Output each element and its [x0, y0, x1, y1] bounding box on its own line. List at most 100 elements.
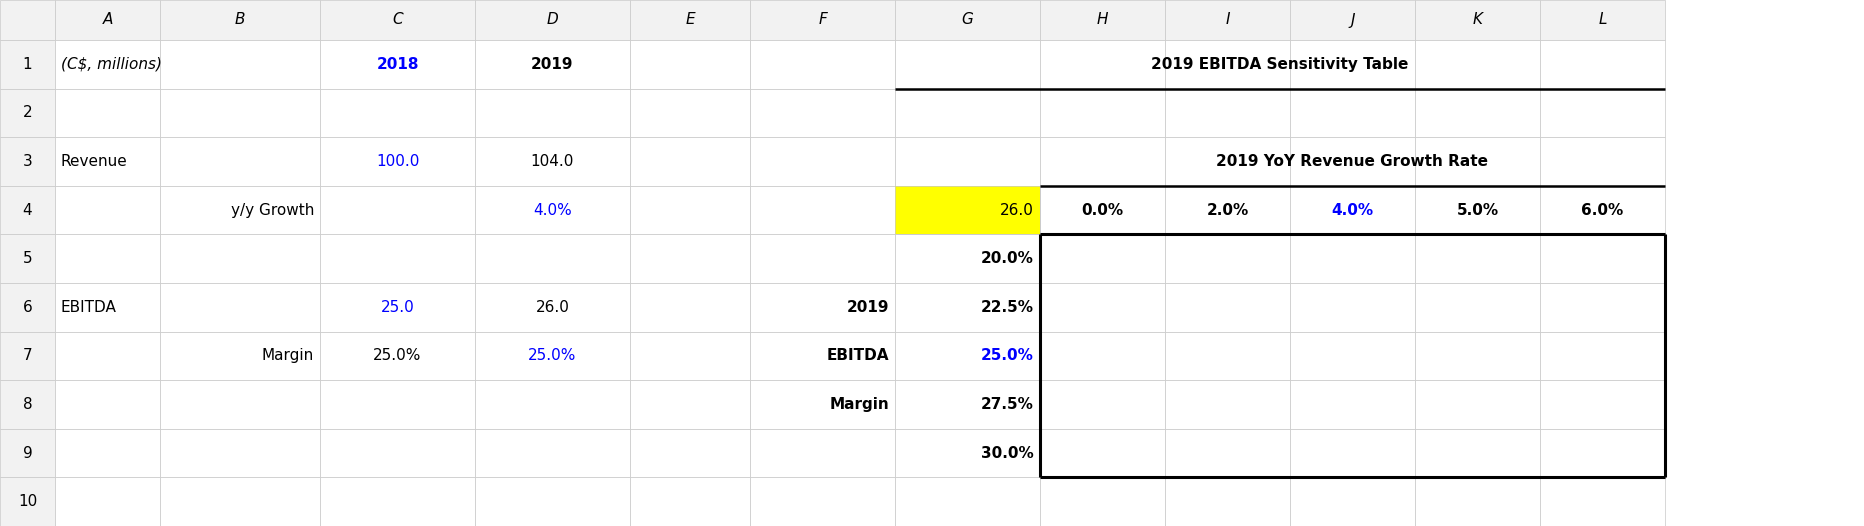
- Text: (C$, millions): (C$, millions): [62, 57, 162, 72]
- Bar: [1290, 380, 1415, 429]
- Bar: [1415, 137, 1540, 186]
- Bar: [54, 0, 160, 40]
- Bar: [54, 429, 160, 478]
- Bar: [895, 478, 1040, 526]
- Bar: [895, 283, 1040, 331]
- Bar: [1415, 429, 1540, 478]
- Text: 100.0: 100.0: [377, 154, 419, 169]
- Bar: [1290, 40, 1415, 88]
- Bar: [1165, 429, 1290, 478]
- Bar: [630, 331, 749, 380]
- Bar: [321, 0, 475, 40]
- Bar: [321, 40, 475, 88]
- Bar: [630, 283, 749, 331]
- Bar: [54, 88, 160, 137]
- Bar: [895, 88, 1040, 137]
- Bar: [54, 235, 160, 283]
- Bar: [1040, 429, 1165, 478]
- Text: 0.0%: 0.0%: [1081, 203, 1122, 218]
- Bar: [1040, 40, 1165, 88]
- Bar: [1540, 88, 1665, 137]
- Text: 2018: 2018: [377, 57, 419, 72]
- Bar: [1415, 331, 1540, 380]
- Bar: [630, 235, 749, 283]
- Bar: [895, 429, 1040, 478]
- Text: 30.0%: 30.0%: [980, 446, 1033, 461]
- Text: 25.0%: 25.0%: [528, 348, 576, 363]
- Bar: [321, 88, 475, 137]
- Bar: [1165, 283, 1290, 331]
- Bar: [160, 40, 321, 88]
- Text: 26.0: 26.0: [535, 300, 569, 315]
- Bar: [1165, 380, 1290, 429]
- Bar: [0, 380, 54, 429]
- Bar: [54, 283, 160, 331]
- Bar: [475, 380, 630, 429]
- Text: y/y Growth: y/y Growth: [231, 203, 313, 218]
- Text: 22.5%: 22.5%: [980, 300, 1033, 315]
- Bar: [1415, 88, 1540, 137]
- Text: 2019 EBITDA Sensitivity Table: 2019 EBITDA Sensitivity Table: [1150, 57, 1407, 72]
- Text: 27.5%: 27.5%: [980, 397, 1033, 412]
- Bar: [1540, 429, 1665, 478]
- Bar: [54, 137, 160, 186]
- Bar: [160, 478, 321, 526]
- Bar: [1040, 88, 1165, 137]
- Text: K: K: [1473, 13, 1482, 27]
- Text: H: H: [1096, 13, 1107, 27]
- Text: 7: 7: [22, 348, 32, 363]
- Bar: [321, 380, 475, 429]
- Bar: [321, 429, 475, 478]
- Text: EBITDA: EBITDA: [62, 300, 117, 315]
- Bar: [475, 186, 630, 235]
- Bar: [1165, 331, 1290, 380]
- Text: 2019: 2019: [846, 300, 889, 315]
- Bar: [1540, 478, 1665, 526]
- Text: 5: 5: [22, 251, 32, 266]
- Text: I: I: [1225, 13, 1228, 27]
- Text: 5.0%: 5.0%: [1456, 203, 1499, 218]
- Bar: [475, 137, 630, 186]
- Text: 3: 3: [22, 154, 32, 169]
- Bar: [630, 429, 749, 478]
- Bar: [1540, 186, 1665, 235]
- Text: D: D: [546, 13, 557, 27]
- Text: 10: 10: [19, 494, 37, 509]
- Bar: [1040, 0, 1165, 40]
- Text: G: G: [962, 13, 973, 27]
- Bar: [0, 88, 54, 137]
- Bar: [630, 186, 749, 235]
- Bar: [1415, 283, 1540, 331]
- Bar: [1165, 137, 1290, 186]
- Bar: [1540, 40, 1665, 88]
- Bar: [321, 331, 475, 380]
- Bar: [1290, 137, 1415, 186]
- Text: A: A: [103, 13, 112, 27]
- Text: 25.0%: 25.0%: [980, 348, 1033, 363]
- Bar: [1415, 0, 1540, 40]
- Bar: [630, 478, 749, 526]
- Bar: [895, 331, 1040, 380]
- Bar: [1540, 0, 1665, 40]
- Text: 2019 YoY Revenue Growth Rate: 2019 YoY Revenue Growth Rate: [1215, 154, 1487, 169]
- Bar: [895, 137, 1040, 186]
- Bar: [160, 235, 321, 283]
- Text: 4.0%: 4.0%: [1331, 203, 1372, 218]
- Bar: [749, 283, 895, 331]
- Text: 6: 6: [22, 300, 32, 315]
- Text: Revenue: Revenue: [62, 154, 127, 169]
- Text: 8: 8: [22, 397, 32, 412]
- Bar: [895, 186, 1040, 235]
- Text: 104.0: 104.0: [531, 154, 574, 169]
- Bar: [475, 283, 630, 331]
- Bar: [895, 0, 1040, 40]
- Bar: [1290, 283, 1415, 331]
- Text: 25.0%: 25.0%: [373, 348, 421, 363]
- Text: J: J: [1350, 13, 1353, 27]
- Bar: [160, 0, 321, 40]
- Bar: [1040, 137, 1165, 186]
- Bar: [321, 235, 475, 283]
- Bar: [321, 137, 475, 186]
- Bar: [0, 235, 54, 283]
- Bar: [895, 186, 1040, 235]
